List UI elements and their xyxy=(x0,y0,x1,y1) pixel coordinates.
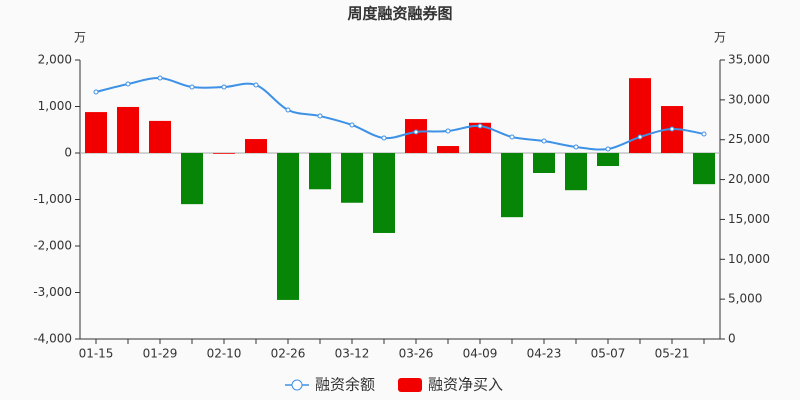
bar xyxy=(437,146,459,153)
chart-title: 周度融资融券图 xyxy=(347,5,452,23)
bar xyxy=(341,153,363,203)
x-tick-label: 01-15 xyxy=(79,347,114,361)
y-tick-label: 0 xyxy=(64,146,72,160)
line-point xyxy=(317,113,323,119)
y2-tick-label: 30,000 xyxy=(728,92,770,106)
y2-tick-label: 35,000 xyxy=(728,53,770,67)
bar xyxy=(245,139,267,153)
y2-unit: 万 xyxy=(714,31,726,45)
bar xyxy=(533,153,555,173)
line-point xyxy=(253,82,259,88)
x-tick-label: 03-26 xyxy=(399,347,434,361)
line-point xyxy=(573,144,579,150)
line-point xyxy=(509,134,515,140)
y-unit: 万 xyxy=(74,31,86,45)
line-point xyxy=(701,131,707,137)
line-point xyxy=(477,123,483,129)
bar xyxy=(405,119,427,153)
bar xyxy=(277,153,299,300)
line-point xyxy=(445,128,451,134)
bar xyxy=(597,153,619,167)
line-point xyxy=(413,129,419,135)
y2-tick-label: 15,000 xyxy=(728,212,770,226)
y-tick-label: -3,000 xyxy=(33,285,72,299)
bar xyxy=(117,106,139,153)
bar xyxy=(85,112,107,153)
x-tick-label: 05-21 xyxy=(655,347,690,361)
x-tick-label: 05-07 xyxy=(591,347,626,361)
legend-label: 融资余额 xyxy=(315,376,375,394)
bar xyxy=(373,153,395,233)
line-point xyxy=(125,81,131,87)
line-point xyxy=(349,122,355,128)
y2-tick-label: 10,000 xyxy=(728,252,770,266)
legend-marker xyxy=(291,379,303,391)
y2-tick-label: 0 xyxy=(728,332,736,346)
legend-marker xyxy=(398,378,422,392)
x-tick-label: 02-26 xyxy=(271,347,306,361)
x-tick-label: 01-29 xyxy=(143,347,178,361)
line-point xyxy=(93,89,99,95)
y-tick-label: 1,000 xyxy=(38,99,72,113)
bar xyxy=(181,153,203,205)
bar xyxy=(501,153,523,218)
line-point xyxy=(221,84,227,90)
line-point xyxy=(605,146,611,152)
x-tick-label: 03-12 xyxy=(335,347,370,361)
line xyxy=(95,77,705,151)
y-tick-label: -2,000 xyxy=(33,239,72,253)
bar xyxy=(469,122,491,153)
bar xyxy=(213,153,235,154)
y-tick-label: -1,000 xyxy=(33,192,72,206)
x-tick-label: 04-09 xyxy=(463,347,498,361)
x-tick-label: 04-23 xyxy=(527,347,562,361)
y2-tick-label: 5,000 xyxy=(728,292,762,306)
line-point xyxy=(381,135,387,141)
line-point xyxy=(637,134,643,140)
line-point xyxy=(189,84,195,90)
y2-tick-label: 20,000 xyxy=(728,172,770,186)
bar xyxy=(149,120,171,153)
y-tick-label: -4,000 xyxy=(33,332,72,346)
y2-tick-label: 25,000 xyxy=(728,132,770,146)
bar xyxy=(629,78,651,153)
legend-label: 融资净买入 xyxy=(428,376,503,394)
line-point xyxy=(285,107,291,113)
x-tick-label: 02-10 xyxy=(207,347,242,361)
bar xyxy=(309,153,331,190)
bar xyxy=(693,153,715,185)
line-point xyxy=(669,126,675,132)
bar xyxy=(565,153,587,191)
y-tick-label: 2,000 xyxy=(38,53,72,67)
line-point xyxy=(157,75,163,81)
line-point xyxy=(541,138,547,144)
